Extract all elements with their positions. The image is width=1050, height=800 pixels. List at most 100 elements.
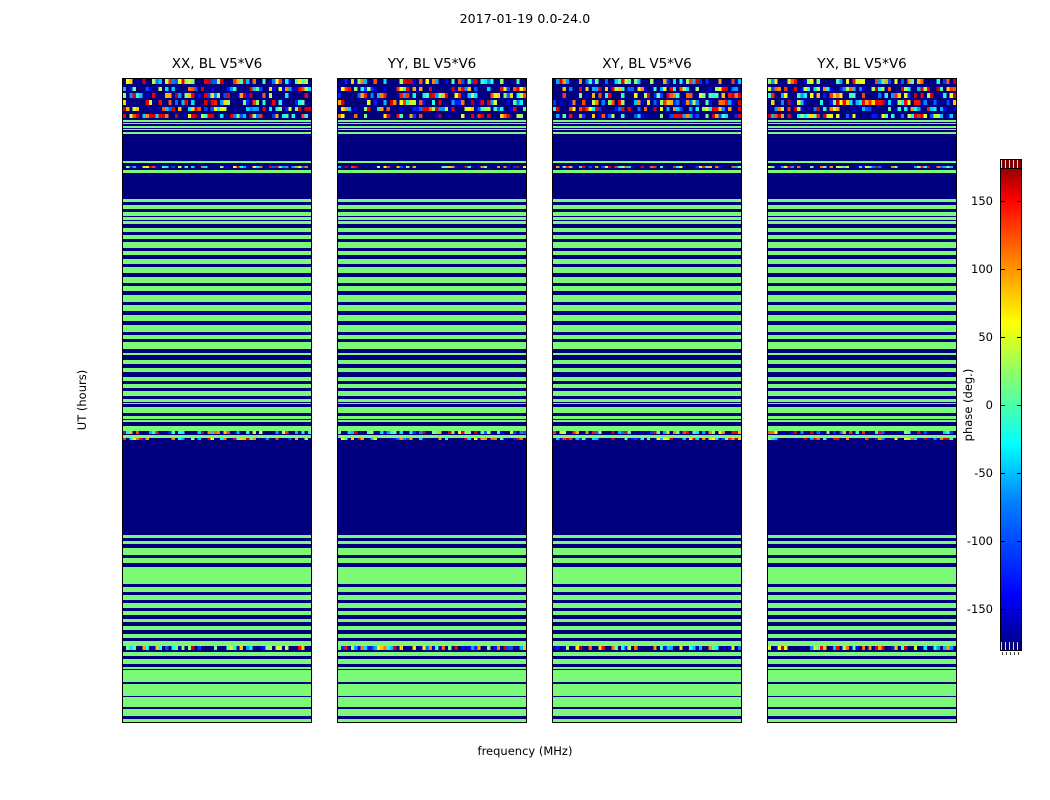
heatmap-band: [338, 721, 526, 722]
x-tick: [862, 722, 863, 723]
heatmap-band: [338, 283, 526, 287]
heatmap-area[interactable]: 05101520320335350365380: [767, 78, 957, 723]
y-tick: [526, 321, 527, 322]
heatmap-area[interactable]: 05101520320335350365380: [337, 78, 527, 723]
heatmap-band: [338, 291, 526, 296]
heatmap-band: [768, 228, 956, 233]
heatmap-band: [338, 272, 526, 278]
heatmap-band: [338, 314, 526, 322]
heatmap-band: [553, 595, 741, 600]
heatmap-gridline: [553, 122, 741, 124]
y-tick: [122, 321, 123, 322]
heatmap-band: [338, 591, 526, 595]
heatmap-band: [338, 234, 526, 239]
heatmap-band: [338, 129, 526, 132]
heatmap-band: [768, 363, 956, 369]
heatmap-band: [768, 383, 956, 388]
heatmap-band: [768, 131, 956, 135]
subplot-2: YY, BL V5*V6 05101520320335350365380: [337, 56, 527, 723]
x-tick: [906, 722, 907, 723]
heatmap-gridline: [768, 695, 956, 697]
heatmap-band: [123, 202, 311, 206]
heatmap-band: [338, 247, 526, 251]
heatmap-gridline: [768, 401, 956, 403]
heatmap-area[interactable]: 05101520320335350365380: [122, 78, 312, 723]
heatmap-band: [338, 331, 526, 335]
heatmap-band: [553, 659, 741, 664]
heatmap-gridline: [553, 223, 741, 225]
y-tick: [552, 455, 553, 456]
colorbar-tick: [1000, 336, 1005, 338]
heatmap-band: [553, 165, 741, 168]
heatmap-band: [123, 659, 311, 664]
heatmap-band: [338, 228, 526, 233]
heatmap-band: [553, 376, 741, 381]
heatmap-band: [768, 651, 956, 657]
heatmap-band: [123, 170, 311, 173]
heatmap-band: [553, 544, 741, 548]
heatmap-band: [553, 391, 741, 397]
heatmap-band: [338, 205, 526, 209]
y-tick: [767, 321, 768, 322]
heatmap-band: [123, 363, 311, 369]
heatmap-band: [553, 167, 741, 171]
heatmap-band: [338, 618, 526, 623]
heatmap-band: [123, 205, 311, 209]
heatmap-gridline: [553, 418, 741, 421]
heatmap-area[interactable]: 05101520320335350365380: [552, 78, 742, 723]
x-tick: [128, 78, 129, 79]
heatmap-band: [123, 160, 311, 164]
x-tick: [128, 722, 129, 723]
heatmap-band: [123, 534, 311, 538]
heatmap-band: [338, 376, 526, 381]
heatmap-band: [553, 625, 741, 631]
heatmap-band: [768, 163, 956, 166]
heatmap-gridline: [768, 223, 956, 225]
heatmap-band: [768, 97, 956, 100]
heatmap-gridline: [553, 216, 741, 218]
heatmap-band: [553, 205, 741, 209]
heatmap-band: [123, 595, 311, 600]
heatmap-band: [338, 603, 526, 608]
heatmap-band: [123, 649, 311, 652]
heatmap-gridline: [768, 122, 956, 124]
heatmap-gridline: [768, 220, 956, 222]
y-tick: [337, 455, 338, 456]
heatmap-band: [553, 540, 741, 545]
heatmap-band: [553, 437, 741, 440]
heatmap-band: [553, 406, 741, 413]
heatmap-band: [768, 123, 956, 127]
heatmap-band: [768, 267, 956, 273]
heatmap-band: [553, 129, 741, 132]
heatmap-band: [553, 131, 741, 135]
heatmap-gridline: [768, 682, 956, 684]
heatmap-band: [553, 622, 741, 626]
heatmap-band: [768, 331, 956, 335]
heatmap-band: [123, 615, 311, 619]
heatmap-gridline: [338, 127, 526, 129]
heatmap-band: [123, 324, 311, 332]
colorbar-tick: [1000, 541, 1005, 543]
heatmap-band: [768, 544, 956, 548]
y-tick: [552, 590, 553, 591]
subplot-title: XY, BL V5*V6: [602, 56, 692, 72]
heatmap-band: [553, 566, 741, 585]
heatmap-band: [123, 291, 311, 296]
x-tick: [817, 78, 818, 79]
heatmap-band: [768, 595, 956, 600]
heatmap-band: [338, 324, 526, 332]
heatmap-band: [338, 607, 526, 612]
heatmap-band: [768, 247, 956, 251]
heatmap-band: [123, 633, 311, 638]
heatmap-band: [553, 277, 741, 284]
heatmap-band: [338, 595, 526, 600]
heatmap-band: [768, 615, 956, 619]
heatmap-band: [123, 437, 311, 440]
heatmap-band: [768, 324, 956, 332]
heatmap-band: [338, 295, 526, 302]
heatmap-band: [123, 272, 311, 278]
heatmap-band: [553, 355, 741, 360]
heatmap-band: [768, 242, 956, 248]
heatmap-band: [338, 383, 526, 388]
heatmap-band: [768, 198, 956, 203]
